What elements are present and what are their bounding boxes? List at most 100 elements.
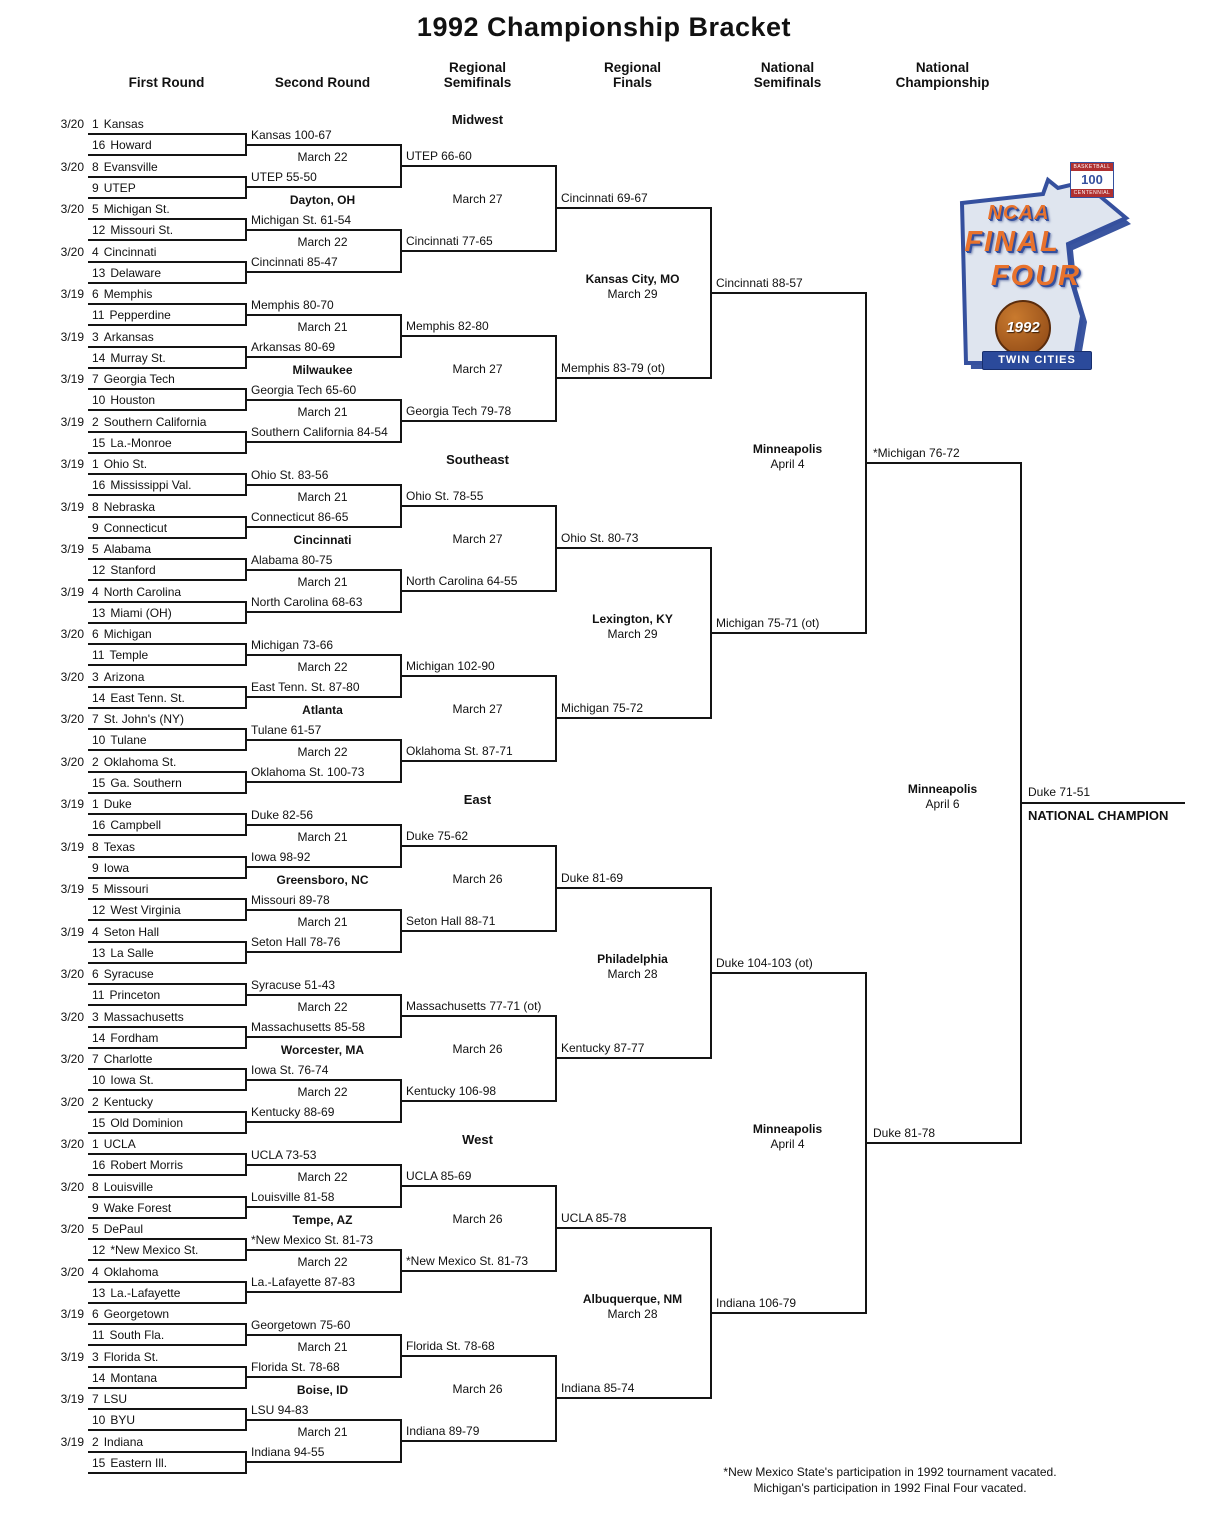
first-round-date: 3/20 bbox=[60, 1052, 84, 1066]
round-result: Georgetown 75-60 bbox=[251, 1317, 351, 1332]
round-result: Massachusetts 77-71 (ot) bbox=[406, 998, 542, 1013]
team-name: Connecticut bbox=[103, 520, 168, 535]
badge-center-text: 100 bbox=[1081, 172, 1103, 187]
round-result: Missouri 89-78 bbox=[251, 892, 330, 907]
region-label: East bbox=[463, 792, 492, 807]
round-date-label: March 22 bbox=[297, 659, 348, 674]
team-name: Miami (OH) bbox=[110, 605, 172, 620]
team-line bbox=[88, 515, 245, 518]
team-line bbox=[88, 791, 245, 794]
team-entry: 5 Alabama bbox=[92, 542, 151, 557]
round-result: Iowa 98-92 bbox=[251, 850, 311, 865]
team-name: Kansas bbox=[103, 117, 144, 131]
round-result: Florida St. 78-68 bbox=[406, 1338, 495, 1353]
result-line bbox=[400, 1099, 555, 1102]
team-seed: 6 bbox=[92, 287, 99, 301]
round-result: Oklahoma St. 100-73 bbox=[251, 765, 365, 780]
regional-final-label-site: Kansas City, MO bbox=[585, 272, 680, 287]
logo-four-text: FOUR bbox=[990, 260, 1082, 292]
team-name: Campbell bbox=[110, 818, 162, 833]
site-label: Boise, ID bbox=[296, 1383, 349, 1398]
result-line bbox=[245, 228, 400, 231]
team-entry: 11 Pepperdine bbox=[92, 308, 171, 323]
round-result: Cincinnati 69-67 bbox=[561, 191, 648, 206]
team-entry: 5 Missouri bbox=[92, 882, 148, 897]
team-seed: 14 bbox=[92, 1370, 106, 1385]
team-line bbox=[88, 430, 245, 433]
logo-centennial-badge: BASKETBALL 100 CENTENNIAL bbox=[1070, 162, 1114, 198]
result-line bbox=[245, 1248, 400, 1251]
result-line bbox=[400, 504, 555, 507]
round-result: UTEP 66-60 bbox=[406, 148, 472, 163]
badge-top-text: BASKETBALL bbox=[1071, 163, 1113, 171]
team-entry: 10 BYU bbox=[92, 1413, 135, 1428]
result-line bbox=[245, 1036, 400, 1039]
team-name: Memphis bbox=[103, 287, 153, 301]
result-line bbox=[245, 483, 400, 486]
round-result: Kentucky 106-98 bbox=[406, 1083, 497, 1098]
team-seed: 14 bbox=[92, 1030, 106, 1045]
team-line bbox=[88, 600, 245, 603]
team-entry: 9 UTEP bbox=[92, 181, 136, 196]
team-line bbox=[88, 1450, 245, 1453]
team-name: Eastern Ill. bbox=[110, 1455, 168, 1470]
team-seed: 12 bbox=[92, 223, 106, 238]
first-round-date: 3/19 bbox=[60, 372, 84, 386]
team-line bbox=[88, 451, 245, 454]
team-entry: 16 Howard bbox=[92, 138, 152, 153]
team-line bbox=[88, 1174, 245, 1177]
regional-final-label: Kansas City, MO March 29 bbox=[555, 272, 710, 302]
result-line bbox=[245, 738, 400, 741]
team-entry: 11 Princeton bbox=[92, 988, 160, 1003]
team-entry: 10 Iowa St. bbox=[92, 1073, 154, 1088]
team-entry: 3 Massachusetts bbox=[92, 1010, 184, 1025]
regional-final-label: Philadelphia March 28 bbox=[555, 952, 710, 982]
team-line bbox=[88, 1408, 245, 1410]
round-result: Seton Hall 78-76 bbox=[251, 935, 341, 950]
team-entry: 1 Kansas bbox=[92, 117, 144, 132]
round-result: UTEP 55-50 bbox=[251, 170, 317, 185]
team-name: Temple bbox=[109, 648, 149, 663]
result-line bbox=[245, 526, 400, 529]
round-result: Georgia Tech 79-78 bbox=[406, 403, 512, 418]
round-date-label: March 27 bbox=[452, 362, 503, 377]
round-result: Duke 82-56 bbox=[251, 807, 314, 822]
team-name: Montana bbox=[110, 1370, 158, 1385]
team-seed: 13 bbox=[92, 945, 106, 960]
team-entry: 5 Michigan St. bbox=[92, 202, 170, 217]
team-name: Nebraska bbox=[103, 499, 156, 514]
column-header: First Round bbox=[128, 75, 205, 90]
team-seed: 1 bbox=[92, 797, 99, 811]
national-semifinal-label-date: April 4 bbox=[770, 1137, 805, 1152]
result-line bbox=[245, 823, 400, 826]
round-result: Ohio St. 83-56 bbox=[251, 467, 329, 482]
team-entry: 2 Indiana bbox=[92, 1435, 143, 1450]
team-line bbox=[88, 961, 245, 964]
team-seed: 14 bbox=[92, 690, 106, 705]
column-header: Regional Finals bbox=[603, 60, 661, 90]
team-name: Wake Forest bbox=[103, 1200, 172, 1215]
team-name: Evansville bbox=[103, 159, 158, 174]
team-seed: 5 bbox=[92, 542, 99, 556]
team-name: Texas bbox=[103, 839, 136, 854]
round-result: Louisville 81-58 bbox=[251, 1190, 335, 1205]
site-label: Greensboro, NC bbox=[276, 873, 369, 888]
team-name: LSU bbox=[103, 1392, 128, 1406]
team-line bbox=[88, 558, 245, 560]
team-name: Tulane bbox=[110, 733, 147, 748]
team-line bbox=[88, 919, 245, 922]
result-line bbox=[245, 1163, 400, 1166]
team-seed: 11 bbox=[92, 1328, 105, 1343]
team-entry: 14 Fordham bbox=[92, 1031, 158, 1046]
result-line bbox=[865, 462, 1020, 465]
result-line bbox=[555, 1397, 710, 1400]
result-line bbox=[865, 1142, 1020, 1145]
round-result: North Carolina 64-55 bbox=[406, 573, 518, 588]
team-line bbox=[88, 473, 245, 475]
first-round-date: 3/20 bbox=[60, 1264, 84, 1279]
team-seed: 9 bbox=[92, 180, 99, 195]
result-line bbox=[555, 887, 710, 890]
round-result: Michigan 75-72 bbox=[561, 701, 644, 716]
round-result: *Michigan 76-72 bbox=[873, 446, 960, 461]
round-result: Kentucky 87-77 bbox=[561, 1041, 645, 1056]
